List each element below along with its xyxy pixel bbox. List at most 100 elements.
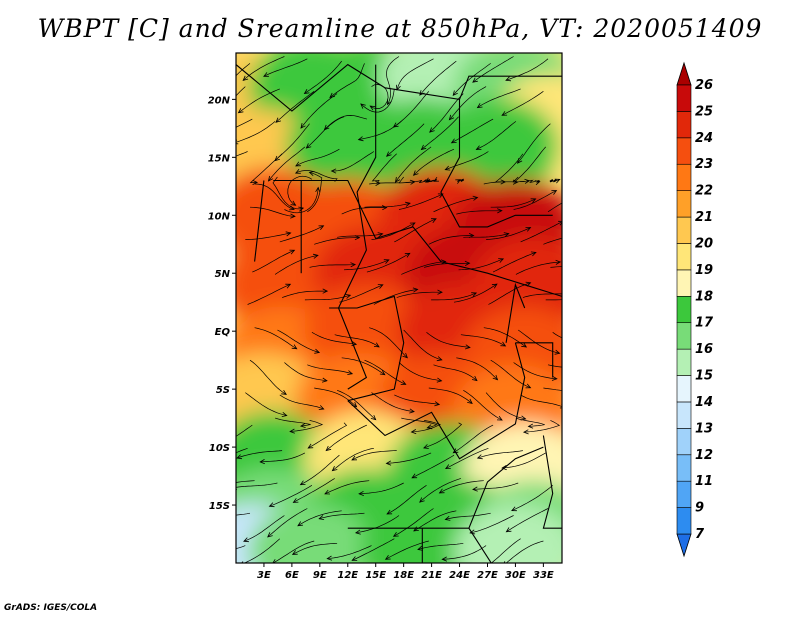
- streamline-165: [236, 86, 246, 97]
- streamline-47: [308, 422, 348, 449]
- streamline-arrow-163: [475, 145, 482, 150]
- streamline-arrow-43: [501, 465, 507, 471]
- streamline-60: [394, 394, 440, 405]
- streamline-arrow-38: [351, 455, 358, 461]
- colorbar-label: 16: [695, 342, 713, 357]
- streamline-arrow-151: [444, 165, 451, 171]
- streamline-arrow-71: [436, 377, 443, 383]
- wbpt-fill-layer: [236, 53, 562, 563]
- wbpt-cell-35: [248, 503, 373, 563]
- streamline-110: [245, 232, 291, 240]
- streamline-163: [476, 121, 517, 150]
- streamline-arrow-46: [289, 428, 295, 434]
- streamline-arrow-169: [369, 105, 376, 111]
- streamline-150: [413, 148, 455, 176]
- wbpt-cell-9: [434, 97, 559, 194]
- border-line-12: [254, 180, 265, 262]
- colorbar-label: 25: [695, 104, 713, 119]
- streamline-149: [395, 146, 432, 183]
- wbpt-cell-37: [453, 503, 562, 563]
- border-line-10: [505, 282, 526, 343]
- streamline-arrow-139: [455, 179, 462, 184]
- streamline-arrow-101: [350, 262, 357, 268]
- streamline-arrow-165: [210, 117, 215, 122]
- colorbar-label: 17: [695, 316, 714, 331]
- colorbar-swatch-7: [676, 348, 692, 376]
- streamline-arrow-143: [205, 166, 210, 170]
- streamline-arrow-95: [491, 283, 498, 289]
- streamline-46: [290, 420, 324, 432]
- streamline-arrow-161: [420, 144, 427, 151]
- streamline-arrow-83: [464, 344, 471, 350]
- streamline-arrow-45: [299, 422, 306, 428]
- streamline-arrow-40: [411, 473, 418, 479]
- streamline-83: [426, 332, 470, 348]
- streamline-153: [513, 146, 546, 183]
- streamline-152: [494, 153, 524, 183]
- streamline-168: [300, 93, 338, 129]
- streamline-173: [449, 86, 487, 120]
- streamline-arrow-92: [412, 287, 419, 293]
- streamline-34: [236, 450, 283, 459]
- streamline-26: [324, 480, 370, 495]
- streamline-arrow-108: [555, 259, 562, 265]
- streamline-arrow-127: [472, 195, 479, 201]
- streamline-118: [486, 227, 531, 240]
- streamline-132: [254, 183, 295, 210]
- streamline-arrow-2: [272, 559, 278, 563]
- x-tick-label: 12E: [337, 570, 358, 581]
- streamline-arrow-162: [450, 138, 457, 144]
- streamline-133: [272, 176, 304, 210]
- streamline-arrow-149: [394, 176, 401, 183]
- streamline-29: [419, 478, 462, 503]
- streamline-arrow-21: [505, 527, 512, 533]
- streamline-184: [452, 63, 491, 96]
- streamline-72: [433, 364, 478, 381]
- streamline-78: [277, 329, 320, 353]
- streamline-45: [275, 417, 311, 427]
- streamline-arrow-185: [472, 77, 478, 83]
- streamline-arrow-7: [417, 545, 423, 551]
- border-line-4: [329, 295, 405, 402]
- streamline-14: [297, 510, 342, 526]
- streamline-156: [274, 123, 310, 161]
- streamline-arrow-144: [252, 179, 259, 185]
- streamline-15: [319, 512, 365, 520]
- streamline-arrow-14: [297, 521, 304, 527]
- streamline-arrow-171: [392, 122, 399, 128]
- streamline-arrow-109: [591, 264, 596, 268]
- streamline-101: [309, 264, 356, 268]
- streamline-86: [517, 329, 560, 354]
- streamline-arrow-6: [384, 554, 391, 560]
- streamline-49: [401, 417, 438, 429]
- streamline-70: [364, 359, 406, 385]
- streamline-5: [352, 538, 395, 561]
- streamline-179: [304, 60, 342, 94]
- streamline-arrow-104: [440, 259, 447, 265]
- streamline-arrow-141: [534, 180, 541, 186]
- streamline-arrow-80: [373, 342, 380, 348]
- streamline-32: [511, 485, 553, 511]
- streamline-76: [547, 364, 562, 368]
- colorbar-swatch-14: [676, 163, 692, 191]
- streamline-arrow-63: [520, 415, 527, 421]
- streamline-3: [292, 542, 338, 555]
- streamline-8: [442, 545, 487, 560]
- streamline-186: [505, 58, 549, 81]
- streamline-arrow-28: [386, 509, 393, 515]
- streamline-arrow-54: [522, 429, 529, 435]
- x-tick-label: 15E: [365, 570, 386, 581]
- colorbar-min-arrow: [676, 533, 692, 558]
- streamline-53: [515, 417, 545, 427]
- streamline-arrow-96: [525, 281, 532, 287]
- streamline-arrow-174: [476, 103, 483, 109]
- streamline-169: [370, 84, 389, 109]
- colorbar-swatch-8: [676, 322, 692, 350]
- streamline-158: [324, 115, 367, 130]
- streamline-arrow-47: [307, 443, 314, 449]
- streamline-171: [393, 91, 430, 128]
- streamline-arrow-11: [205, 517, 210, 521]
- streamline-arrow-78: [314, 348, 321, 354]
- streamline-9: [490, 538, 521, 563]
- streamline-182: [396, 58, 434, 90]
